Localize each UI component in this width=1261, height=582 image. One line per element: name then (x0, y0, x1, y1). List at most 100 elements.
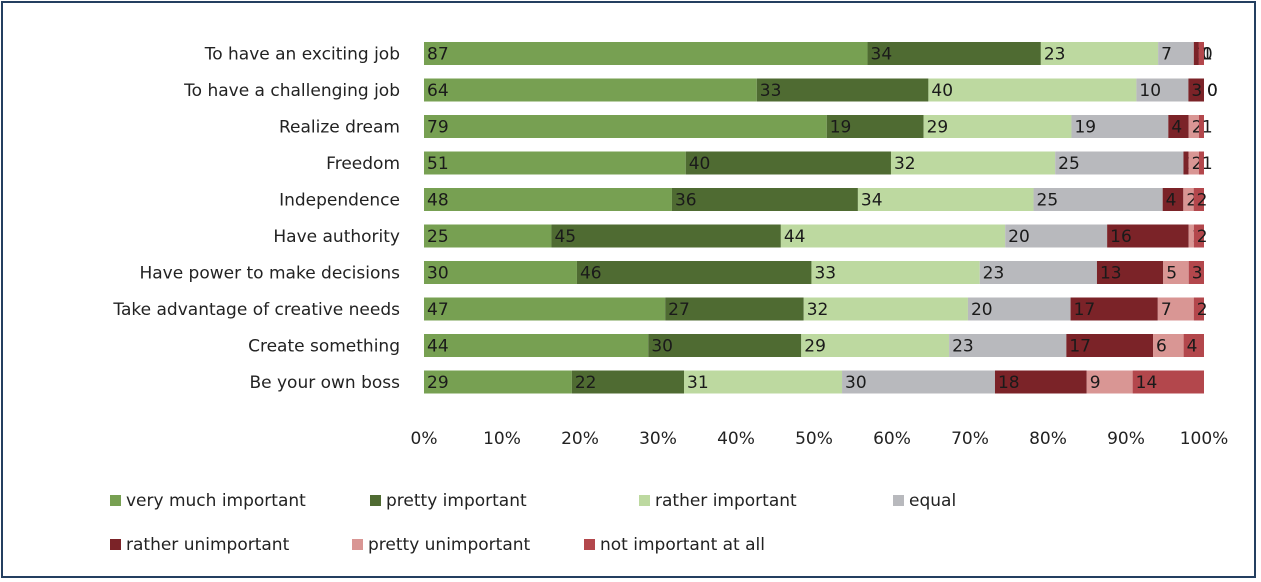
bar-segment (1198, 151, 1204, 175)
data-label: 17 (1069, 337, 1091, 357)
data-label: 29 (427, 373, 449, 393)
category-label: Realize dream (279, 118, 400, 138)
data-label: 23 (1044, 45, 1066, 65)
bar-segment (1183, 151, 1189, 175)
bar-segment (1071, 115, 1169, 138)
data-label: 4 (1166, 191, 1177, 211)
bar-segment (665, 297, 804, 321)
bar-segment (424, 42, 868, 65)
category-label: Have power to make decisions (139, 264, 400, 284)
bar-segment (424, 224, 552, 248)
bar-segment (1168, 115, 1189, 138)
x-tick-label: 60% (873, 429, 911, 449)
bar-segment (949, 334, 1067, 357)
bar-segment (1132, 370, 1204, 394)
bar-segment (424, 151, 686, 175)
bar-segment (576, 261, 812, 284)
bar-segment (424, 78, 757, 102)
bar-segment (424, 115, 827, 138)
bar-segment (424, 188, 672, 211)
bar-segment (1188, 78, 1204, 102)
data-label: 47 (427, 300, 449, 320)
bar-segment (811, 261, 980, 284)
category-label: Be your own boss (249, 373, 400, 393)
data-label: 19 (1074, 118, 1096, 138)
data-label: 64 (427, 81, 449, 101)
data-label: 25 (1037, 191, 1059, 211)
bar-segment (671, 188, 858, 211)
bar-segment (551, 224, 781, 248)
bar-segment (684, 370, 843, 394)
legend-swatch (110, 495, 121, 506)
data-label: 33 (760, 81, 782, 101)
category-label: Independence (279, 191, 400, 211)
bar-segment (1193, 297, 1204, 321)
bar-segment (1005, 224, 1108, 248)
data-label: 4 (1171, 118, 1182, 138)
data-label: 34 (861, 191, 883, 211)
bar-segment (890, 151, 1056, 175)
bar-segment (928, 78, 1137, 102)
legend-label: rather unimportant (126, 535, 290, 555)
x-tick-label: 30% (639, 429, 677, 449)
category-label: Take advantage of creative needs (112, 300, 400, 320)
legend-label: pretty unimportant (368, 535, 531, 555)
bar-segment (1193, 188, 1204, 211)
bar-segment (648, 334, 802, 357)
data-label: 20 (971, 300, 993, 320)
bar-segment (1188, 224, 1194, 248)
bar-segment (842, 370, 995, 394)
data-label: 27 (668, 300, 690, 320)
category-label: To have a challenging job (183, 81, 400, 101)
category-label: Create something (248, 337, 400, 357)
data-label: 0 (1207, 81, 1218, 101)
data-label: 25 (1058, 154, 1080, 174)
data-label: 14 (1136, 373, 1158, 393)
bar-segment (424, 261, 577, 284)
data-label: 10 (1139, 81, 1161, 101)
bar-segment (685, 151, 891, 175)
bar-segment (1163, 261, 1189, 284)
data-label: 29 (927, 118, 949, 138)
data-label: 25 (427, 227, 449, 247)
data-label: 30 (427, 264, 449, 284)
data-label: 13 (1100, 264, 1122, 284)
legend-label: equal (909, 491, 956, 511)
data-label: 20 (1008, 227, 1030, 247)
x-tick-label: 70% (951, 429, 989, 449)
bar-segment (1198, 115, 1204, 138)
bar-segment (803, 297, 968, 321)
x-tick-labels: 0% 10% 20% 30% 40% 50% 60% 70% 80% 90% 100% (411, 429, 1229, 449)
data-label: 30 (651, 337, 673, 357)
legend-label: not important at all (600, 535, 765, 555)
legend-swatch (110, 539, 121, 550)
data-label: 44 (784, 227, 806, 247)
data-label: 34 (871, 45, 893, 65)
data-label: 18 (998, 373, 1020, 393)
bar-segment (1162, 188, 1184, 211)
bar-segment (756, 78, 929, 102)
data-label: 2 (1197, 227, 1208, 247)
bar-segment (1086, 370, 1133, 394)
x-tick-label: 10% (483, 429, 521, 449)
data-label: 40 (689, 154, 711, 174)
bar-segment (923, 115, 1072, 138)
data-label: 44 (427, 337, 449, 357)
category-label: To have an exciting job (204, 45, 400, 65)
bar-segment (1193, 224, 1204, 248)
data-label: 3 (1192, 264, 1203, 284)
bar-segment (994, 370, 1087, 394)
legend-swatch (370, 495, 381, 506)
bar-segment (1188, 115, 1199, 138)
bar-segment (1136, 78, 1189, 102)
data-label: 5 (1166, 264, 1177, 284)
data-label: 0 (1202, 45, 1213, 65)
x-tick-label: 20% (561, 429, 599, 449)
legend-swatch (352, 539, 363, 550)
data-label: 2 (1192, 118, 1203, 138)
bar-segment (1055, 151, 1184, 175)
data-label: 2 (1197, 191, 1208, 211)
data-label: 23 (983, 264, 1005, 284)
data-label: 3 (1191, 81, 1202, 101)
